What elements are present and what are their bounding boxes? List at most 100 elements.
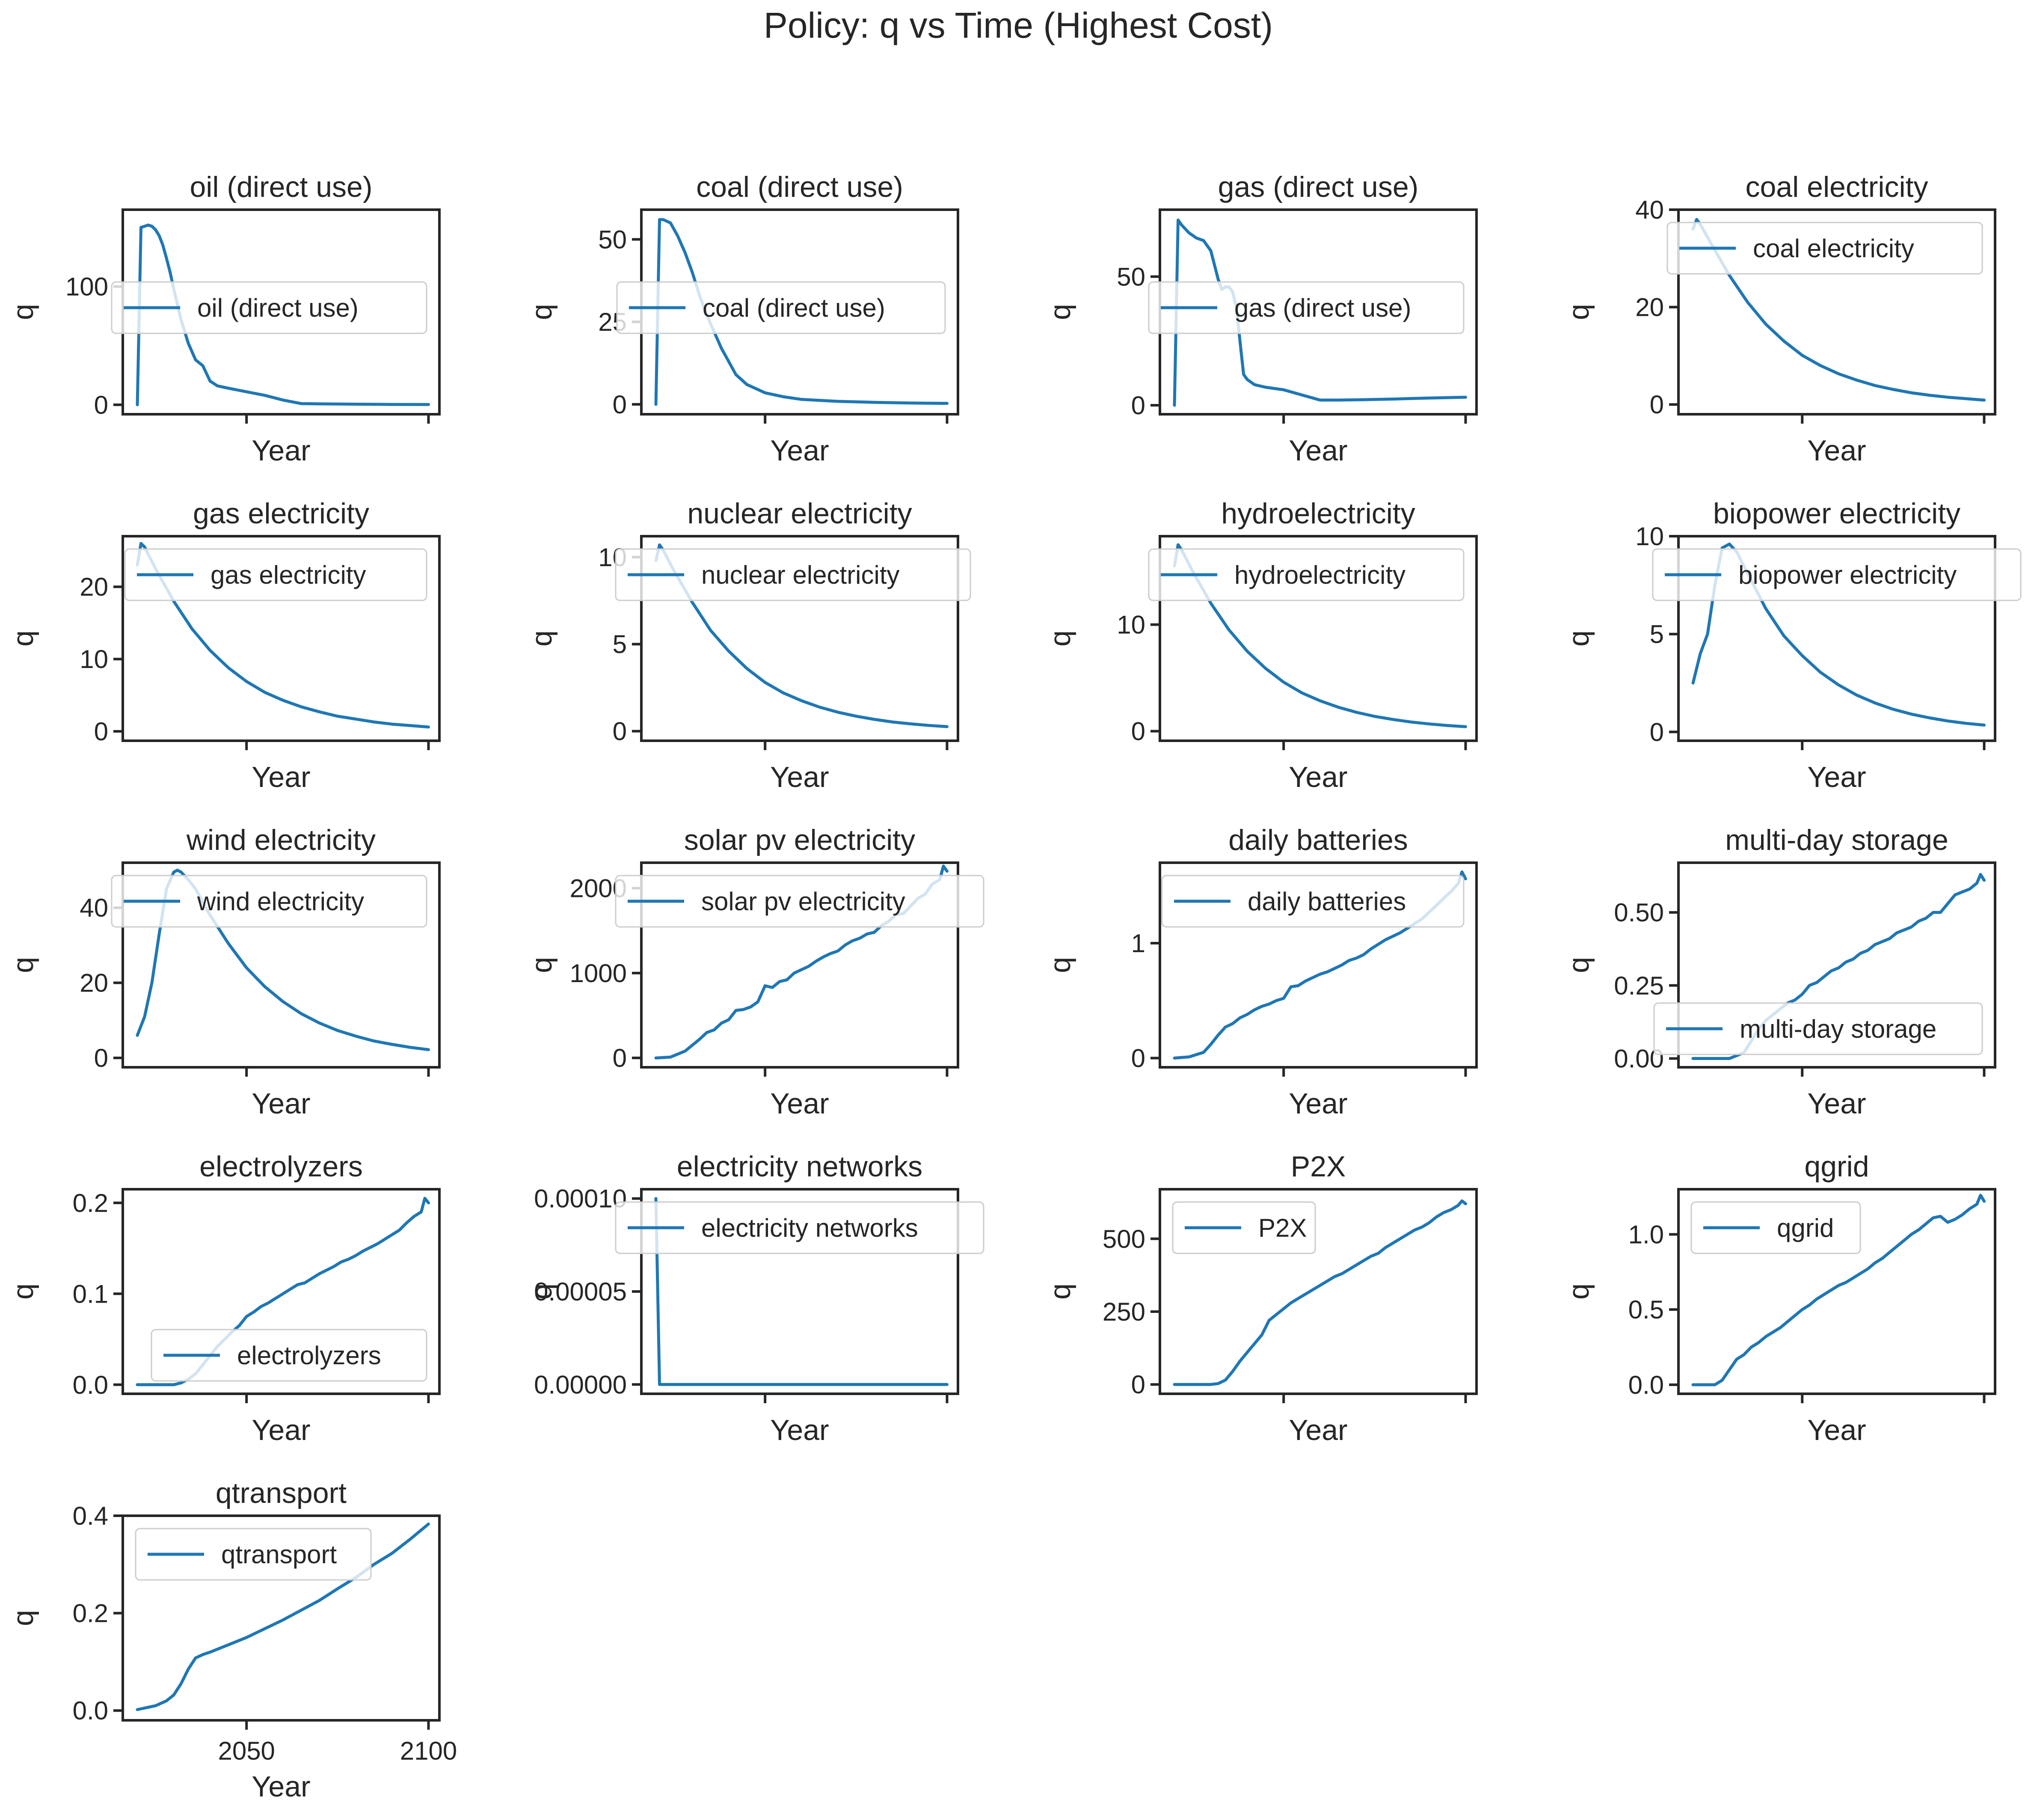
legend: qgrid <box>1690 1201 1861 1254</box>
y-tick-label: 5 <box>613 630 627 659</box>
y-tick-label: 0 <box>613 390 627 419</box>
legend-label: multi-day storage <box>1740 1015 1936 1043</box>
legend-box <box>1652 548 2022 601</box>
y-tick-label: 10 <box>1635 522 1664 551</box>
subplot-title: gas electricity <box>193 497 369 530</box>
y-tick-label: 20 <box>80 573 108 601</box>
x-axis-label: Year <box>770 1087 829 1120</box>
legend: biopower electricity <box>1652 548 2022 601</box>
y-tick-label: 0 <box>94 391 108 419</box>
y-tick-label: 500 <box>1103 1225 1145 1253</box>
x-axis-label: Year <box>1807 1414 1866 1446</box>
y-axis-label: q <box>1044 304 1076 320</box>
legend-box <box>1161 875 1465 928</box>
y-axis-label: q <box>1563 304 1595 320</box>
x-axis-label: Year <box>770 434 829 467</box>
legend-box <box>616 281 946 334</box>
y-tick-label: 0.00010 <box>534 1185 627 1213</box>
x-axis-label: Year <box>770 1414 829 1446</box>
y-tick-label: 1000 <box>570 959 627 988</box>
y-axis-label: q <box>7 957 39 973</box>
y-tick-label: 100 <box>65 273 108 301</box>
y-axis-label: q <box>1044 630 1076 647</box>
subplot-title: gas (direct use) <box>1218 171 1419 203</box>
y-tick-label: 0 <box>613 1044 627 1072</box>
subplot-title: nuclear electricity <box>687 497 912 530</box>
y-tick-label: 0 <box>1650 390 1664 419</box>
subplot-title: P2X <box>1291 1150 1346 1183</box>
legend: qtransport <box>135 1528 372 1581</box>
subplot-title: qtransport <box>216 1477 347 1509</box>
legend: electrolyzers <box>151 1329 427 1382</box>
legend-label: coal electricity <box>1753 234 1914 263</box>
legend-label: qgrid <box>1777 1214 1834 1242</box>
y-axis-label: q <box>1563 630 1595 647</box>
subplot: solar pv electricity010002000Yearqsolar … <box>525 824 984 1120</box>
legend-label: gas electricity <box>211 561 366 589</box>
subplot: oil (direct use) 0 100 Year q oil (direct use… <box>7 171 441 467</box>
legend-label: oil (direct use) <box>197 294 359 322</box>
y-tick-label: 10 <box>80 645 108 674</box>
x-axis-label: Year <box>1289 761 1347 793</box>
subplot-title: electricity networks <box>677 1150 922 1183</box>
legend: nuclear electricity <box>615 548 971 601</box>
legend-label: solar pv electricity <box>701 887 905 916</box>
series-line <box>654 1197 949 1386</box>
legend-box <box>111 875 427 928</box>
legend: gas electricity <box>124 548 427 601</box>
subplot: coal electricity 0 20 40 Year q coal electrici… <box>1563 171 1996 467</box>
y-tick-label: 40 <box>80 894 108 922</box>
subplot-title: daily batteries <box>1228 824 1408 856</box>
series-line <box>1173 1199 1467 1386</box>
x-axis-label: Year <box>252 1414 310 1446</box>
x-axis-label: Year <box>1289 434 1347 467</box>
legend-box <box>615 548 971 601</box>
axes-frame <box>640 535 959 742</box>
y-tick-label: 0.0 <box>1628 1371 1664 1399</box>
subplot-title: wind electricity <box>186 824 376 856</box>
subplot-title: hydroelectricity <box>1221 497 1415 530</box>
y-tick-label: 0.00000 <box>534 1370 627 1399</box>
legend: oil (direct use) <box>111 281 427 334</box>
x-axis-label: Year <box>770 761 829 793</box>
series-line <box>1691 1194 1986 1387</box>
axes-frame <box>1159 861 1478 1069</box>
x-axis-label: Year <box>1807 1087 1866 1120</box>
axes-frame <box>1159 1188 1478 1395</box>
axes-frame <box>1677 208 1996 416</box>
legend-label: coal (direct use) <box>703 294 885 322</box>
subplot-title: coal (direct use) <box>696 171 903 203</box>
legend-box <box>1690 1201 1861 1254</box>
axes-frame <box>122 535 441 742</box>
subplot: multi-day storage0.000.250.50Yearqmulti-… <box>1563 824 1996 1120</box>
legend-box <box>1172 1201 1316 1254</box>
subplot: gas electricity 0 10 20 Year q gas electricity <box>7 497 441 793</box>
y-axis-label: q <box>525 304 558 320</box>
legend: P2X <box>1172 1201 1316 1254</box>
legend-label: hydroelectricity <box>1234 561 1405 589</box>
legend-label: electrolyzers <box>237 1341 381 1370</box>
axes-frame <box>640 861 959 1069</box>
y-tick-label: 40 <box>1635 196 1664 224</box>
legend-box <box>124 548 427 601</box>
y-tick-label: 0.25 <box>1614 971 1664 1000</box>
subplot-title: solar pv electricity <box>684 824 915 856</box>
y-tick-label: 1.0 <box>1628 1220 1664 1249</box>
subplot: P2X 0 250 500 Year q P2X <box>1044 1150 1478 1446</box>
y-tick-label: 0 <box>1131 717 1145 746</box>
legend-box <box>111 281 427 334</box>
legend: gas (direct use) <box>1148 281 1465 334</box>
subplot: daily batteries 0 1 Year q daily batteries <box>1044 824 1478 1120</box>
y-tick-label: 20 <box>1635 293 1664 322</box>
axes-frame <box>122 1514 441 1722</box>
legend-box <box>615 875 984 928</box>
y-tick-label: 0.50 <box>1614 898 1664 927</box>
y-axis-label: q <box>1563 957 1595 973</box>
y-axis-label: q <box>1044 1283 1076 1300</box>
y-axis-label: q <box>7 1283 39 1300</box>
legend-label: wind electricity <box>197 887 364 916</box>
axes-frame <box>1677 535 1996 742</box>
legend-box <box>135 1528 372 1581</box>
